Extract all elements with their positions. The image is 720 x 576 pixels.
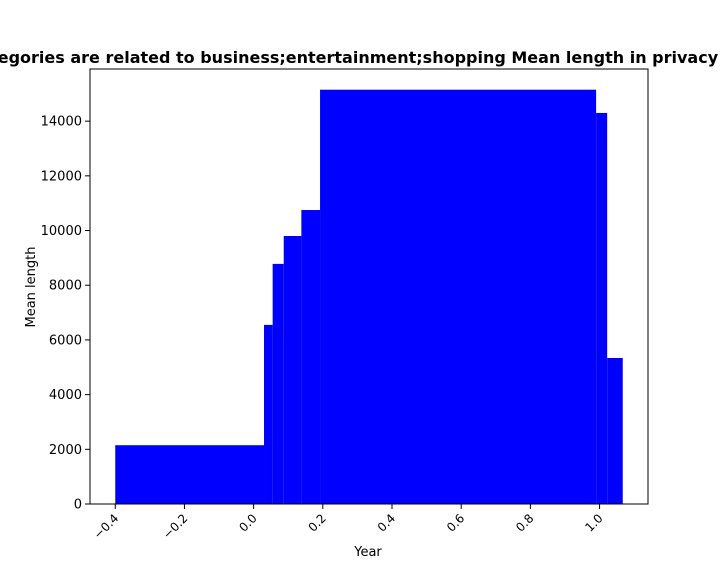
bar-6 <box>596 112 608 505</box>
y-tick-label: 8000 <box>49 279 82 294</box>
bar-4 <box>301 210 321 505</box>
bar-3 <box>283 236 302 505</box>
plot-frame <box>89 68 649 505</box>
y-tick-label: 6000 <box>49 333 82 348</box>
x-axis-label: Year <box>353 545 382 560</box>
bar-5 <box>320 89 597 504</box>
y-tick-label: 2000 <box>49 443 82 458</box>
bar-7 <box>607 357 623 504</box>
chart-title: Categories are related to business;enter… <box>0 48 720 67</box>
y-tick-label: 14000 <box>41 115 82 130</box>
y-axis-ticks: 0 2000 4000 6000 8000 10000 12000 14000 <box>41 115 90 513</box>
y-tick-label: 10000 <box>41 224 82 239</box>
bar-2 <box>272 263 284 504</box>
y-tick-label: 12000 <box>41 169 82 184</box>
bars-layer <box>115 89 623 505</box>
bar-1 <box>264 324 273 504</box>
y-tick-label: 4000 <box>49 388 82 403</box>
bar-0 <box>115 445 265 504</box>
y-axis-label: Mean length <box>24 247 39 328</box>
y-tick-label: 0 <box>74 498 82 513</box>
